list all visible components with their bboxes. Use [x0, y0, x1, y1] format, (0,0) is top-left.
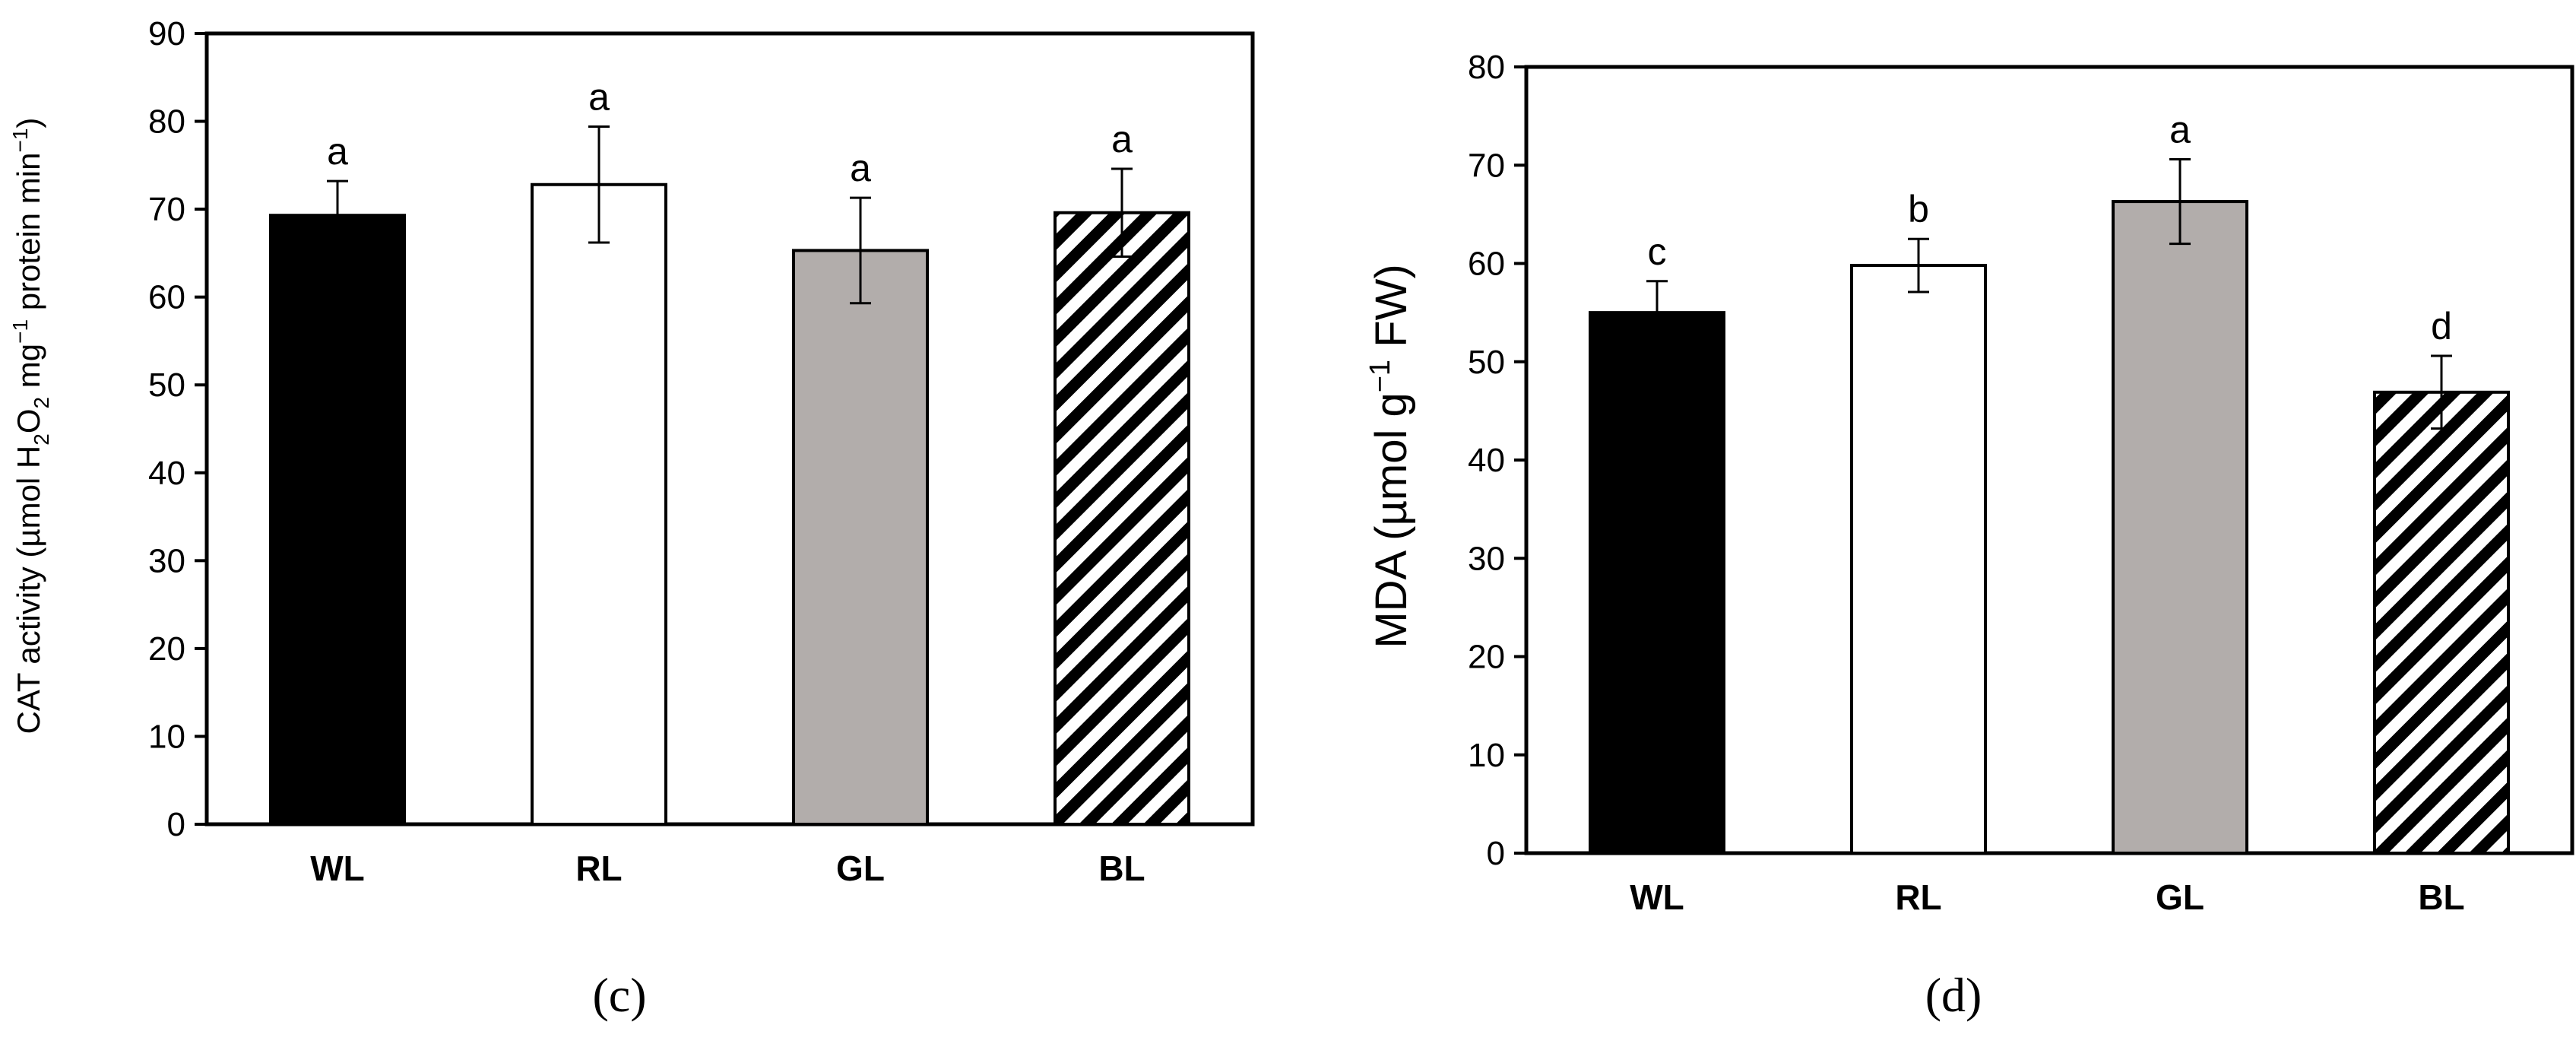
- x-tick-label-gl: GL: [2156, 877, 2204, 917]
- y-tick-label: 30: [1468, 540, 1505, 577]
- chart-panel-d: 0 10 20 30 40 50 60 70 80 c b a d WL RL GL BL MDA (µmo…: [1364, 49, 2574, 1022]
- y-tick-label: 40: [1468, 442, 1505, 479]
- y-tick-label: 50: [148, 366, 185, 404]
- bar-gl: [792, 249, 929, 826]
- y-axis-label-c: CAT activity (µmol H2O2 mg−1 protein min…: [8, 118, 53, 735]
- bar-wl: [269, 214, 406, 826]
- bars-d: c b a d: [1589, 108, 2510, 855]
- y-tick-label: 0: [1487, 835, 1505, 872]
- y-tick-label: 40: [148, 455, 185, 492]
- y-tick-label: 30: [148, 542, 185, 579]
- y-tick-label: 80: [1468, 49, 1505, 86]
- plot-area-c: [204, 31, 1255, 827]
- significance-letter: a: [327, 130, 348, 173]
- y-tick-label: 60: [1468, 246, 1505, 283]
- x-tick-label-rl: RL: [575, 849, 622, 888]
- y-tick-label: 10: [1468, 737, 1505, 774]
- bar-gl: [2112, 200, 2248, 855]
- y-tick-label: 20: [148, 630, 185, 668]
- x-axis-labels-d: WL RL GL BL: [1630, 877, 2464, 917]
- x-tick-label-wl: WL: [1630, 877, 1684, 917]
- x-tick-label-gl: GL: [836, 849, 885, 888]
- bar-rl: [531, 182, 667, 826]
- bar-wl: [1589, 311, 1725, 855]
- y-tick-label: 0: [167, 806, 185, 843]
- significance-letter: a: [850, 147, 871, 189]
- y-axis-ticks-d: 0 10 20 30 40 50 60 70 80: [1468, 49, 1526, 872]
- y-tick-label: 90: [148, 15, 185, 52]
- significance-letter: c: [1648, 230, 1667, 273]
- y-axis-ticks-c: 0 10 20 30 40 50 60 70 80 90: [148, 15, 207, 843]
- y-tick-label: 70: [148, 191, 185, 228]
- significance-letter: b: [1908, 188, 1929, 230]
- bar-bl: [1054, 211, 1190, 826]
- x-tick-label-rl: RL: [1895, 877, 1941, 917]
- bar-rl: [1850, 264, 1987, 855]
- significance-letter: a: [2169, 108, 2191, 151]
- y-tick-label: 70: [1468, 147, 1505, 184]
- chart-panel-c: 0 10 20 30 40 50 60 70 80 90 a a a a WL RL GL BL CAT ac…: [8, 15, 1255, 1022]
- y-tick-label: 60: [148, 279, 185, 316]
- significance-letter: a: [588, 75, 610, 118]
- y-tick-label: 80: [148, 103, 185, 141]
- x-axis-labels-c: WL RL GL BL: [310, 849, 1145, 888]
- panel-label-d: (d): [1925, 968, 1982, 1022]
- y-tick-label: 10: [148, 718, 185, 755]
- bars-c: a a a a: [269, 75, 1190, 826]
- bar-bl: [2373, 390, 2510, 855]
- x-tick-label-bl: BL: [1098, 849, 1145, 888]
- y-axis-label-d: MDA (µmol g−1 FW): [1364, 264, 1416, 648]
- y-tick-label: 50: [1468, 344, 1505, 381]
- significance-letter: d: [2431, 305, 2452, 347]
- x-tick-label-wl: WL: [310, 849, 365, 888]
- x-tick-label-bl: BL: [2418, 877, 2464, 917]
- y-tick-label: 20: [1468, 639, 1505, 676]
- significance-letter: a: [1111, 118, 1133, 160]
- panel-label-c: (c): [592, 968, 646, 1022]
